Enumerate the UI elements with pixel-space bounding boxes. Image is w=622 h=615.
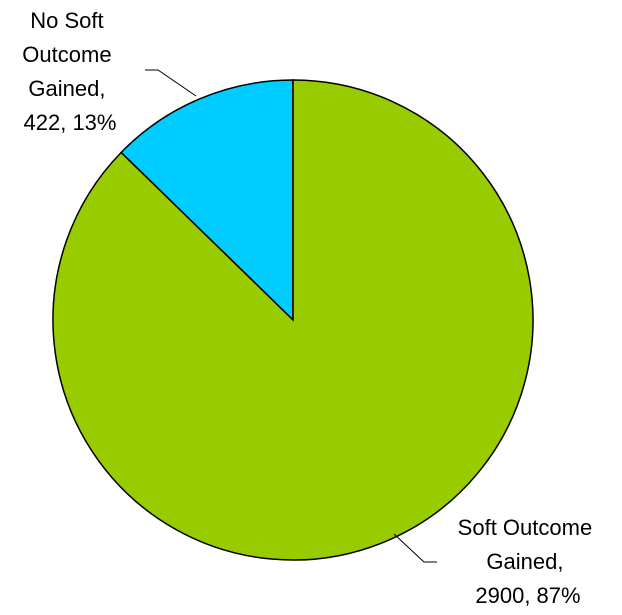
data-label-no-soft-outcome: No Soft Outcome Gained, 422, 13% bbox=[22, 8, 117, 135]
leader-lines bbox=[145, 69, 437, 563]
pie-slices bbox=[52, 79, 534, 561]
data-label-line: Soft Outcome bbox=[458, 515, 593, 540]
data-label-line: Outcome bbox=[22, 42, 111, 67]
pie-slice-no-soft-outcome bbox=[120, 79, 294, 322]
pie-slice-soft-outcome bbox=[52, 79, 534, 561]
leader-line-soft-outcome bbox=[393, 533, 437, 563]
data-label-line: 2900, 87% bbox=[475, 583, 580, 608]
data-label-line: Gained, bbox=[486, 549, 563, 574]
data-label-soft-outcome: Soft Outcome Gained, 2900, 87% bbox=[458, 515, 599, 608]
data-label-line: 422, 13% bbox=[24, 110, 117, 135]
data-label-line: Gained, bbox=[28, 76, 105, 101]
data-label-line: No Soft bbox=[30, 8, 103, 33]
leader-line-no-soft-outcome bbox=[145, 69, 197, 97]
